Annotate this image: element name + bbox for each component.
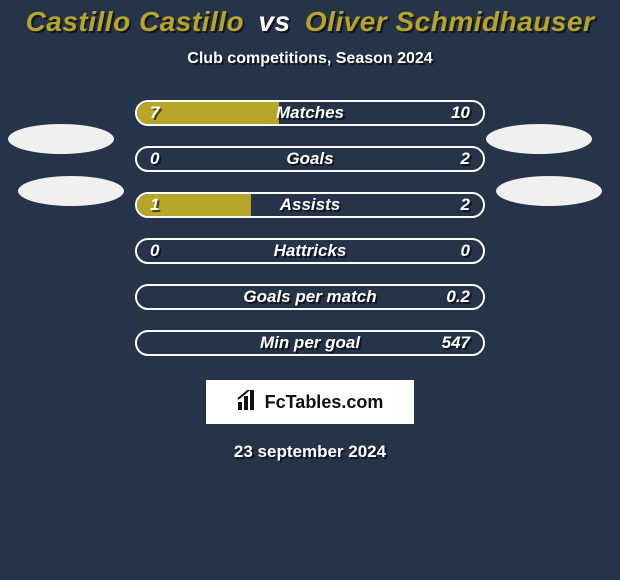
logo-box: FcTables.com (206, 380, 414, 424)
value-left: 0 (150, 144, 210, 174)
metric-label: Assists (0, 190, 620, 220)
title-vs: vs (258, 6, 290, 37)
logo-text: FcTables.com (265, 392, 384, 413)
stat-row: Goals per match0.2 (0, 282, 620, 312)
page-title: Castillo Castillo vs Oliver Schmidhauser (0, 6, 620, 38)
metric-label: Hattricks (0, 236, 620, 266)
value-right: 2 (410, 144, 470, 174)
stat-row: Matches7 10 (0, 98, 620, 128)
value-right: 0 (410, 236, 470, 266)
date-text: 23 september 2024 (0, 442, 620, 462)
stat-row: Goals0 2 (0, 144, 620, 174)
title-player2: Oliver Schmidhauser (305, 6, 595, 37)
comparison-infographic: Castillo Castillo vs Oliver Schmidhauser… (0, 0, 620, 580)
value-right: 2 (410, 190, 470, 220)
value-left (150, 328, 210, 358)
value-right: 0.2 (410, 282, 470, 312)
value-left: 7 (150, 98, 210, 128)
value-left (150, 282, 210, 312)
bars-icon (237, 390, 259, 415)
stat-row: Min per goal547 (0, 328, 620, 358)
metric-label: Matches (0, 98, 620, 128)
metric-label: Goals per match (0, 282, 620, 312)
value-right: 10 (410, 98, 470, 128)
stats-section: Matches710Goals02Assists12Hattricks00Goa… (0, 98, 620, 358)
stat-row: Assists1 2 (0, 190, 620, 220)
value-right: 547 (410, 328, 470, 358)
stat-row: Hattricks0 0 (0, 236, 620, 266)
metric-label: Goals (0, 144, 620, 174)
title-player1: Castillo Castillo (26, 6, 245, 37)
logo: FcTables.com (237, 390, 384, 415)
value-left: 1 (150, 190, 210, 220)
subtitle: Club competitions, Season 2024 (0, 50, 620, 68)
metric-label: Min per goal (0, 328, 620, 358)
value-left: 0 (150, 236, 210, 266)
